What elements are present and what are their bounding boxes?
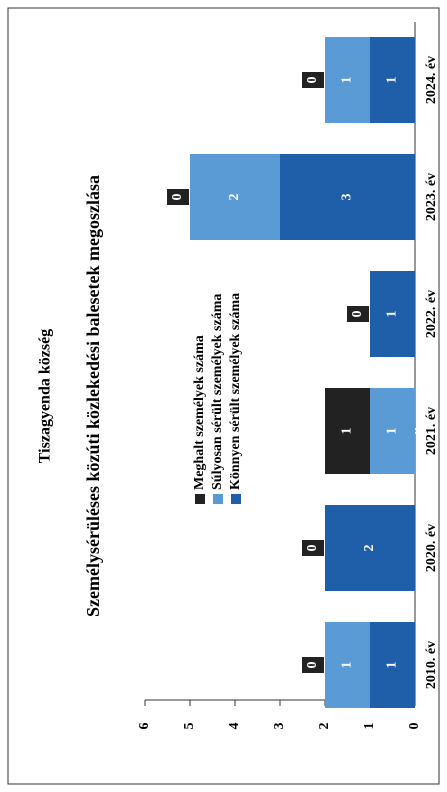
data-label: 3 — [340, 194, 355, 201]
x-tick-label: 2024. év — [424, 56, 439, 104]
data-label: 1 — [385, 428, 400, 435]
bar-segment — [370, 622, 415, 708]
bar-segment — [280, 154, 415, 240]
y-tick-label: 1 — [362, 723, 377, 730]
bar-segment — [325, 622, 370, 708]
legend-label: Meghalt személyek száma — [192, 335, 207, 490]
data-label: 1 — [340, 662, 355, 669]
data-label: 1 — [385, 311, 400, 318]
x-tick-label: 2023. év — [424, 173, 439, 221]
data-label: 2 — [362, 545, 377, 552]
y-tick-label: 4 — [227, 723, 242, 730]
data-label: 0 — [170, 194, 185, 201]
data-label: 1 — [340, 428, 355, 435]
chart-title: Személysérüléses közúti közlekedési bale… — [83, 175, 103, 617]
data-label: 1 — [340, 77, 355, 84]
x-tick-label: 2020. év — [424, 524, 439, 572]
legend-label: Könnyen sérült személyek száma — [228, 293, 243, 490]
data-label: 0 — [305, 545, 320, 552]
label-badge — [167, 189, 189, 205]
x-tick-label: 2010. év — [424, 641, 439, 689]
label-badge — [347, 306, 369, 322]
data-label: 2 — [227, 194, 242, 201]
bar-segment — [325, 388, 370, 474]
chart-subtitle: Tiszagyenda község — [37, 329, 54, 463]
y-tick-label: 5 — [182, 723, 197, 730]
label-badge — [302, 72, 324, 88]
bar-segment — [325, 37, 370, 123]
y-tick-label: 0 — [407, 723, 422, 730]
bar-segment — [370, 37, 415, 123]
data-label: 0 — [350, 311, 365, 318]
y-tick-label: 2 — [317, 723, 332, 730]
data-label: 1 — [385, 662, 400, 669]
y-tick-label: 6 — [137, 723, 152, 730]
x-tick-label: 2022. év — [424, 290, 439, 338]
legend-swatch — [213, 494, 223, 504]
legend-swatch — [195, 494, 205, 504]
label-badge — [302, 540, 324, 556]
bar-segment — [190, 154, 280, 240]
page-frame — [7, 7, 440, 785]
x-tick-label: 2021. év — [424, 407, 439, 455]
bar-segment — [325, 505, 415, 591]
data-label: 1 — [385, 77, 400, 84]
rotated-chart: Tiszagyenda község Személysérüléses közú… — [37, 22, 439, 730]
y-tick-label: 3 — [272, 723, 287, 730]
label-badge — [302, 657, 324, 673]
data-label: 0 — [305, 662, 320, 669]
legend-swatch — [231, 494, 241, 504]
bar-segment — [370, 271, 415, 357]
legend-label: Súlyosan sérült személyek száma — [210, 294, 225, 490]
data-label: 0 — [305, 77, 320, 84]
bar-segment — [370, 388, 415, 474]
